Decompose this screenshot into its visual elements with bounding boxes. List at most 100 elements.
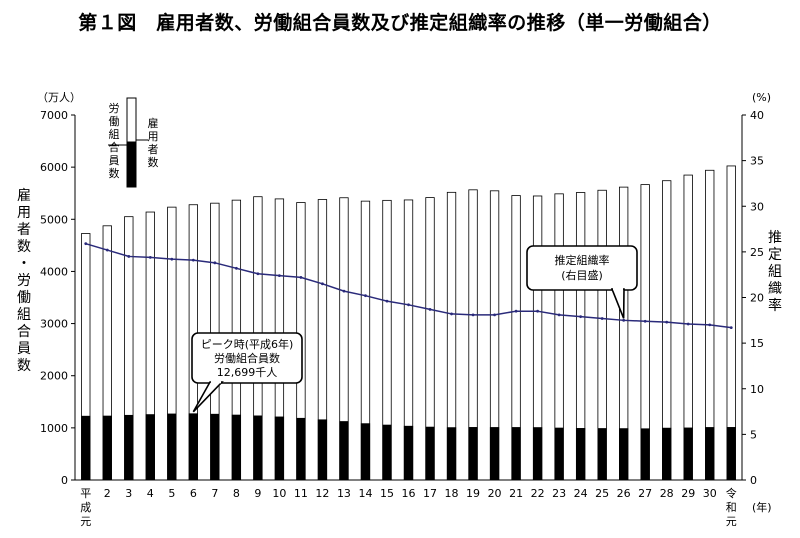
legend-members-swatch <box>126 141 137 188</box>
right-axis-title-char: 組 <box>768 264 782 280</box>
peak-callout-text: 12,699千人 <box>217 366 278 379</box>
x-tick-label: 8 <box>233 487 240 500</box>
right-axis-title-char: 推 <box>768 230 782 246</box>
members-bar <box>446 427 457 481</box>
x-tick-label-char: 令 <box>726 486 737 500</box>
left-axis-title-char: 員 <box>17 341 31 357</box>
x-tick-label: 30 <box>703 487 717 500</box>
members-bar <box>253 415 263 481</box>
rate-point <box>84 242 88 246</box>
members-bar <box>382 424 392 481</box>
x-tick-label: 10 <box>272 487 286 500</box>
members-bar <box>726 427 736 481</box>
x-tick-label: 12 <box>315 487 329 500</box>
right-axis-title-char: 定 <box>768 247 782 263</box>
members-bar <box>145 414 155 481</box>
x-tick-label: 4 <box>147 487 154 500</box>
left-axis-title-char: 数 <box>17 358 31 374</box>
x-tick-label: 20 <box>488 487 502 500</box>
rate-point <box>256 272 260 276</box>
rate-point <box>278 274 281 277</box>
x-tick-label: 16 <box>402 487 416 500</box>
chart-title: 第１図 雇用者数、労働組合員数及び推定組織率の推移（単一労働組合） <box>78 12 722 34</box>
members-bar <box>425 426 435 481</box>
x-tick-label: 23 <box>552 487 566 500</box>
rate-callout-text: (右目盛) <box>561 268 603 282</box>
x-tick-label-char: 元 <box>80 515 91 528</box>
legend-members-label-char: 労 <box>109 101 120 115</box>
rate-point <box>557 313 561 317</box>
left-tick-label: 2000 <box>40 370 68 383</box>
left-tick-label: 0 <box>61 474 68 487</box>
rate-point <box>321 282 324 286</box>
peak-callout-box <box>191 332 303 384</box>
x-tick-label: 26 <box>617 487 631 500</box>
members-bar <box>102 415 112 481</box>
right-tick-label: 25 <box>750 246 764 259</box>
x-tick-label: 3 <box>125 487 132 500</box>
members-bar <box>640 428 650 481</box>
members-bar <box>339 421 349 481</box>
members-bar <box>403 425 414 481</box>
left-tick-label: 4000 <box>40 265 68 278</box>
rate-point <box>407 303 410 307</box>
left-axis-title-char: 労 <box>17 273 31 289</box>
rate-point <box>105 248 109 252</box>
left-axis-title-char: ・ <box>17 256 31 272</box>
members-bar <box>511 427 521 481</box>
members-bar <box>468 427 478 481</box>
right-tick-label: 40 <box>750 109 764 122</box>
legend-members-label-char: 働 <box>109 115 120 128</box>
x-tick-label: 6 <box>190 487 197 500</box>
right-tick-label: 5 <box>750 428 757 441</box>
right-tick-label: 0 <box>750 474 757 487</box>
x-tick-label: 29 <box>681 487 695 500</box>
rate-point <box>299 276 303 279</box>
left-tick-label: 3000 <box>40 318 68 331</box>
rate-point <box>364 294 367 298</box>
rate-point <box>234 266 238 270</box>
left-tick-label: 5000 <box>40 213 68 226</box>
members-bar <box>274 416 285 481</box>
legend-employees-label-char: 者 <box>148 143 159 156</box>
x-tick-label: 14 <box>358 487 372 500</box>
x-tick-label-char: 元 <box>726 515 737 528</box>
x-tick-label: 19 <box>466 487 480 500</box>
members-bar <box>81 415 91 481</box>
rate-point <box>385 299 389 303</box>
x-tick-label: 13 <box>337 487 351 500</box>
x-tick-label: 17 <box>423 487 437 500</box>
rate-point <box>428 307 432 311</box>
members-bar <box>167 413 177 481</box>
left-axis-title-char: 働 <box>17 290 31 306</box>
rate-point <box>514 309 518 313</box>
members-bar <box>662 427 672 481</box>
rate-point <box>600 317 604 320</box>
members-bar <box>317 419 328 481</box>
right-axis-unit: (%) <box>752 91 771 104</box>
left-tick-label: 6000 <box>40 161 68 174</box>
rate-callout-text: 推定組織率 <box>555 253 610 267</box>
x-tick-label: 21 <box>509 487 523 500</box>
right-tick-label: 15 <box>750 337 764 350</box>
left-tick-label: 7000 <box>40 109 68 122</box>
x-tick-label-char: 和 <box>726 501 737 514</box>
legend-members-label-char: 数 <box>109 167 120 180</box>
members-bar <box>360 423 371 481</box>
right-axis-title-char: 織 <box>768 281 782 297</box>
right-axis-title-char: 率 <box>768 297 782 314</box>
x-tick-label: 28 <box>660 487 674 500</box>
rate-point <box>127 255 131 258</box>
members-bar <box>231 414 242 481</box>
peak-callout-text: 労働組合員数 <box>214 351 280 365</box>
rate-point <box>471 313 475 317</box>
legend-employees-label-char: 雇 <box>148 116 159 130</box>
rate-point <box>579 315 583 319</box>
rate-point <box>729 326 733 330</box>
members-bar <box>188 413 198 481</box>
x-tick-label: 22 <box>531 487 545 500</box>
members-bar <box>683 427 693 481</box>
legend-members-label-char: 合 <box>109 140 120 154</box>
legend-members-label-char: 組 <box>109 128 120 141</box>
